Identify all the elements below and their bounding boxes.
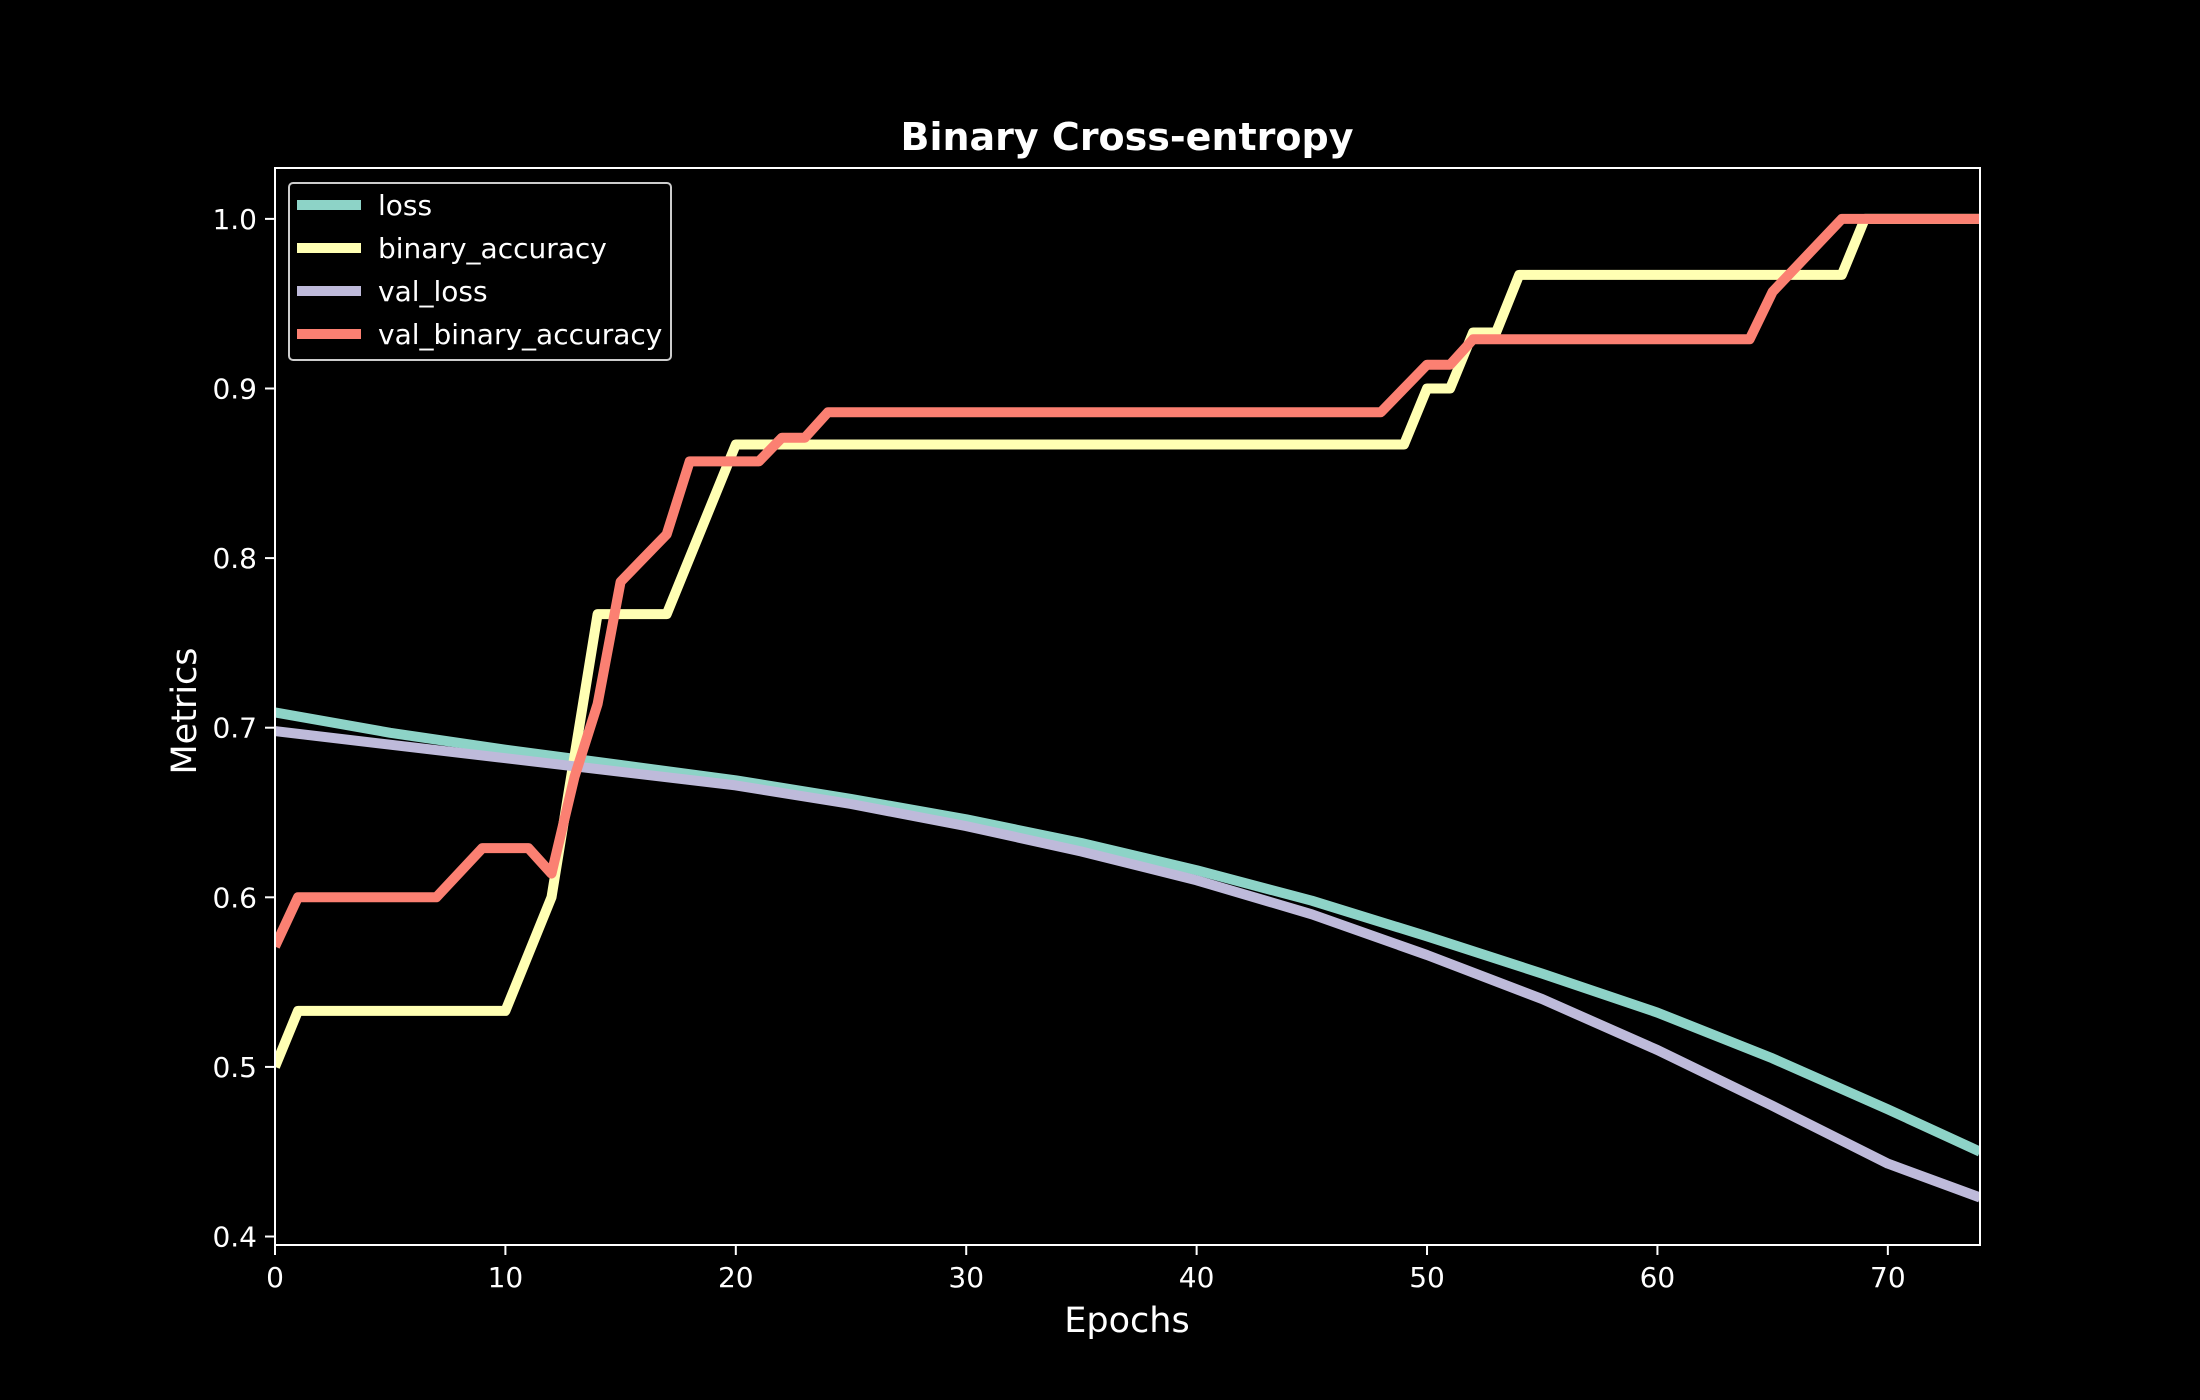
y-tick-label: 0.5 [212,1051,257,1084]
x-tick-label: 30 [948,1261,984,1294]
x-tick-label: 70 [1870,1261,1906,1294]
legend-label: val_loss [378,275,488,308]
series-line-val-loss [275,726,1980,1203]
x-tick-label: 0 [266,1261,284,1294]
y-tick-label: 0.7 [212,712,257,745]
series-layer [275,213,1980,1203]
legend-label: val_binary_accuracy [378,318,662,351]
y-tick-label: 0.8 [212,542,257,575]
y-tick-label: 0.6 [212,881,257,914]
series-line-binary-accuracy [275,213,1980,1069]
x-tick-label: 60 [1640,1261,1676,1294]
x-tick-label: 40 [1179,1261,1215,1294]
y-tick-label: 0.4 [212,1221,257,1254]
plot-area-frame [274,167,1981,1246]
x-tick-label: 20 [718,1261,754,1294]
legend-box [288,182,672,361]
legend-label: loss [378,189,432,222]
y-axis-label: Metrics [165,647,205,774]
series-line-val-binary-accuracy [275,213,1980,949]
x-axis: 0 10 20 30 40 50 60 70 [266,1245,1906,1294]
x-tick-label: 10 [488,1261,524,1294]
chart-title: Binary Cross-entropy [901,115,1354,159]
legend-label: binary_accuracy [378,232,607,265]
x-axis-label: Epochs [1064,1301,1189,1341]
y-tick-label: 0.9 [212,372,257,405]
x-tick-label: 50 [1409,1261,1445,1294]
y-tick-label: 1.0 [212,203,257,236]
y-axis: 0.4 0.5 0.6 0.7 0.8 0.9 1.0 [212,203,275,1254]
legend: loss binary_accuracy val_loss val_binary_ac… [288,182,672,361]
series-line-loss [275,707,1980,1157]
